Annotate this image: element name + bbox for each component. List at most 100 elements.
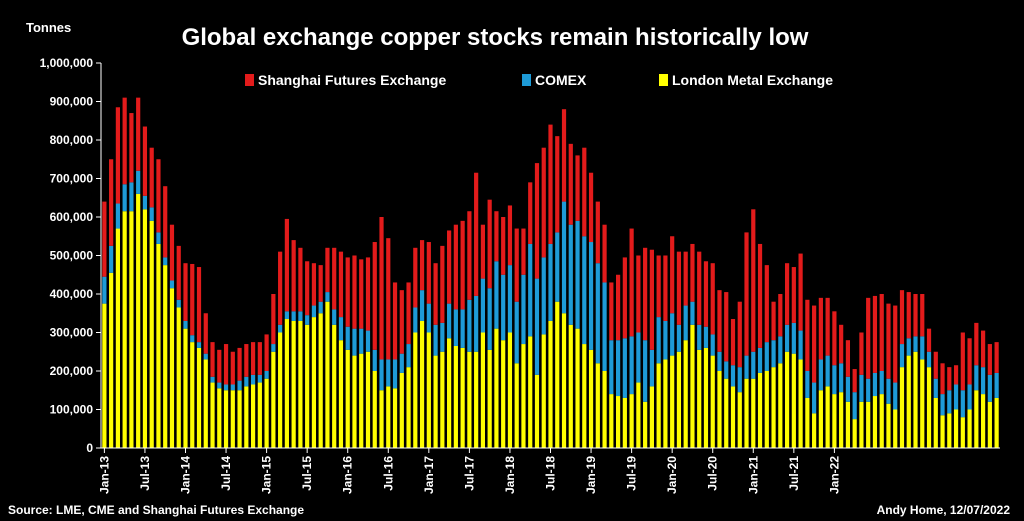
bar-shanghai-futures-exchange	[514, 228, 519, 302]
bar-comex	[149, 207, 154, 221]
bar-comex	[102, 276, 107, 304]
y-axis: 0 100,000 200,000 300,000 400,000 500,000 600,…	[40, 56, 102, 455]
bar-london-metal-exchange	[419, 320, 425, 448]
bar-london-metal-exchange	[947, 413, 952, 448]
legend-label: London Metal Exchange	[672, 72, 833, 88]
bar-comex	[190, 335, 195, 343]
bar-comex	[487, 288, 492, 350]
bar-london-metal-exchange	[778, 363, 783, 448]
bar-shanghai-futures-exchange	[453, 224, 458, 310]
bar-london-metal-exchange	[507, 332, 513, 448]
bar-london-metal-exchange	[372, 371, 377, 448]
bar-comex	[359, 328, 364, 354]
bar-shanghai-futures-exchange	[825, 297, 830, 356]
bar-london-metal-exchange	[413, 332, 418, 448]
bar-shanghai-futures-exchange	[622, 257, 627, 339]
bar-comex	[338, 317, 344, 341]
bar-shanghai-futures-exchange	[649, 249, 654, 350]
bar-london-metal-exchange	[649, 386, 654, 448]
bar-london-metal-exchange	[433, 355, 438, 448]
bar-london-metal-exchange	[656, 363, 661, 448]
bar-shanghai-futures-exchange	[419, 240, 425, 291]
bar-london-metal-exchange	[974, 390, 979, 448]
bar-comex	[582, 236, 587, 345]
bar-comex	[710, 334, 715, 356]
legend-label: Shanghai Futures Exchange	[258, 72, 446, 88]
bar-shanghai-futures-exchange	[926, 328, 932, 352]
bar-comex	[757, 347, 763, 373]
bar-london-metal-exchange	[169, 288, 175, 448]
bar-comex	[237, 380, 242, 391]
bar-shanghai-futures-exchange	[460, 220, 465, 310]
bar-london-metal-exchange	[568, 324, 573, 448]
bar-shanghai-futures-exchange	[352, 255, 357, 329]
bar-london-metal-exchange	[886, 403, 891, 448]
bar-london-metal-exchange	[933, 397, 938, 448]
bar-london-metal-exchange	[643, 401, 648, 448]
bar-london-metal-exchange	[250, 384, 256, 448]
bar-comex	[879, 371, 884, 395]
x-tick-label: Jan-22	[827, 456, 841, 494]
bar-shanghai-futures-exchange	[730, 319, 736, 366]
bar-shanghai-futures-exchange	[386, 238, 391, 360]
legend-swatch	[659, 74, 668, 86]
bar-london-metal-exchange	[893, 409, 898, 448]
bar-comex	[129, 182, 134, 212]
bar-shanghai-futures-exchange	[805, 299, 810, 371]
bar-comex	[649, 349, 654, 387]
bar-comex	[987, 374, 992, 402]
bar-shanghai-futures-exchange	[636, 255, 641, 333]
bar-london-metal-exchange	[379, 390, 384, 448]
bar-london-metal-exchange	[514, 363, 519, 448]
bar-shanghai-futures-exchange	[987, 344, 992, 375]
bar-shanghai-futures-exchange	[447, 230, 452, 304]
x-tick-label: Jan-13	[97, 456, 111, 494]
bar-comex	[561, 201, 567, 314]
bar-london-metal-exchange	[555, 301, 560, 448]
bar-shanghai-futures-exchange	[210, 342, 215, 377]
bar-shanghai-futures-exchange	[365, 257, 371, 331]
bar-london-metal-exchange	[926, 367, 932, 448]
bar-shanghai-futures-exchange	[163, 186, 168, 258]
bar-shanghai-futures-exchange	[115, 107, 120, 204]
x-tick-label: Jul-18	[544, 456, 558, 491]
bar-london-metal-exchange	[953, 409, 959, 448]
bar-shanghai-futures-exchange	[291, 240, 296, 312]
bar-london-metal-exchange	[528, 336, 533, 448]
bar-london-metal-exchange	[784, 351, 790, 448]
bar-london-metal-exchange	[866, 401, 871, 448]
x-tick-label: Jan-17	[422, 456, 436, 494]
bar-comex	[893, 382, 898, 410]
bar-shanghai-futures-exchange	[947, 367, 952, 391]
y-tick-label: 400,000	[50, 287, 94, 301]
bar-london-metal-exchange	[196, 347, 202, 448]
bar-comex	[196, 342, 202, 348]
bar-comex	[230, 384, 235, 391]
bar-comex	[447, 303, 452, 339]
bar-comex	[595, 263, 600, 364]
bar-london-metal-exchange	[136, 193, 141, 448]
bar-london-metal-exchange	[825, 386, 830, 448]
bar-london-metal-exchange	[345, 349, 350, 448]
bar-comex	[223, 384, 229, 391]
bar-london-metal-exchange	[730, 386, 736, 448]
bar-shanghai-futures-exchange	[129, 113, 134, 183]
bar-shanghai-futures-exchange	[832, 311, 837, 366]
bar-london-metal-exchange	[791, 353, 796, 448]
bar-london-metal-exchange	[325, 301, 330, 448]
bar-shanghai-futures-exchange	[724, 292, 729, 362]
bar-comex	[575, 220, 580, 329]
bar-london-metal-exchange	[724, 378, 729, 448]
bar-london-metal-exchange	[845, 401, 851, 448]
y-tick-label: 300,000	[50, 326, 94, 340]
bar-london-metal-exchange	[142, 209, 148, 448]
bar-comex	[365, 330, 371, 352]
bar-london-metal-exchange	[501, 340, 506, 448]
bar-comex	[142, 195, 148, 210]
bar-shanghai-futures-exchange	[555, 136, 560, 233]
bar-london-metal-exchange	[717, 371, 722, 448]
bar-shanghai-futures-exchange	[953, 365, 959, 385]
bar-comex	[724, 361, 729, 379]
y-axis-label: Tonnes	[26, 20, 71, 35]
bar-shanghai-futures-exchange	[494, 211, 499, 262]
